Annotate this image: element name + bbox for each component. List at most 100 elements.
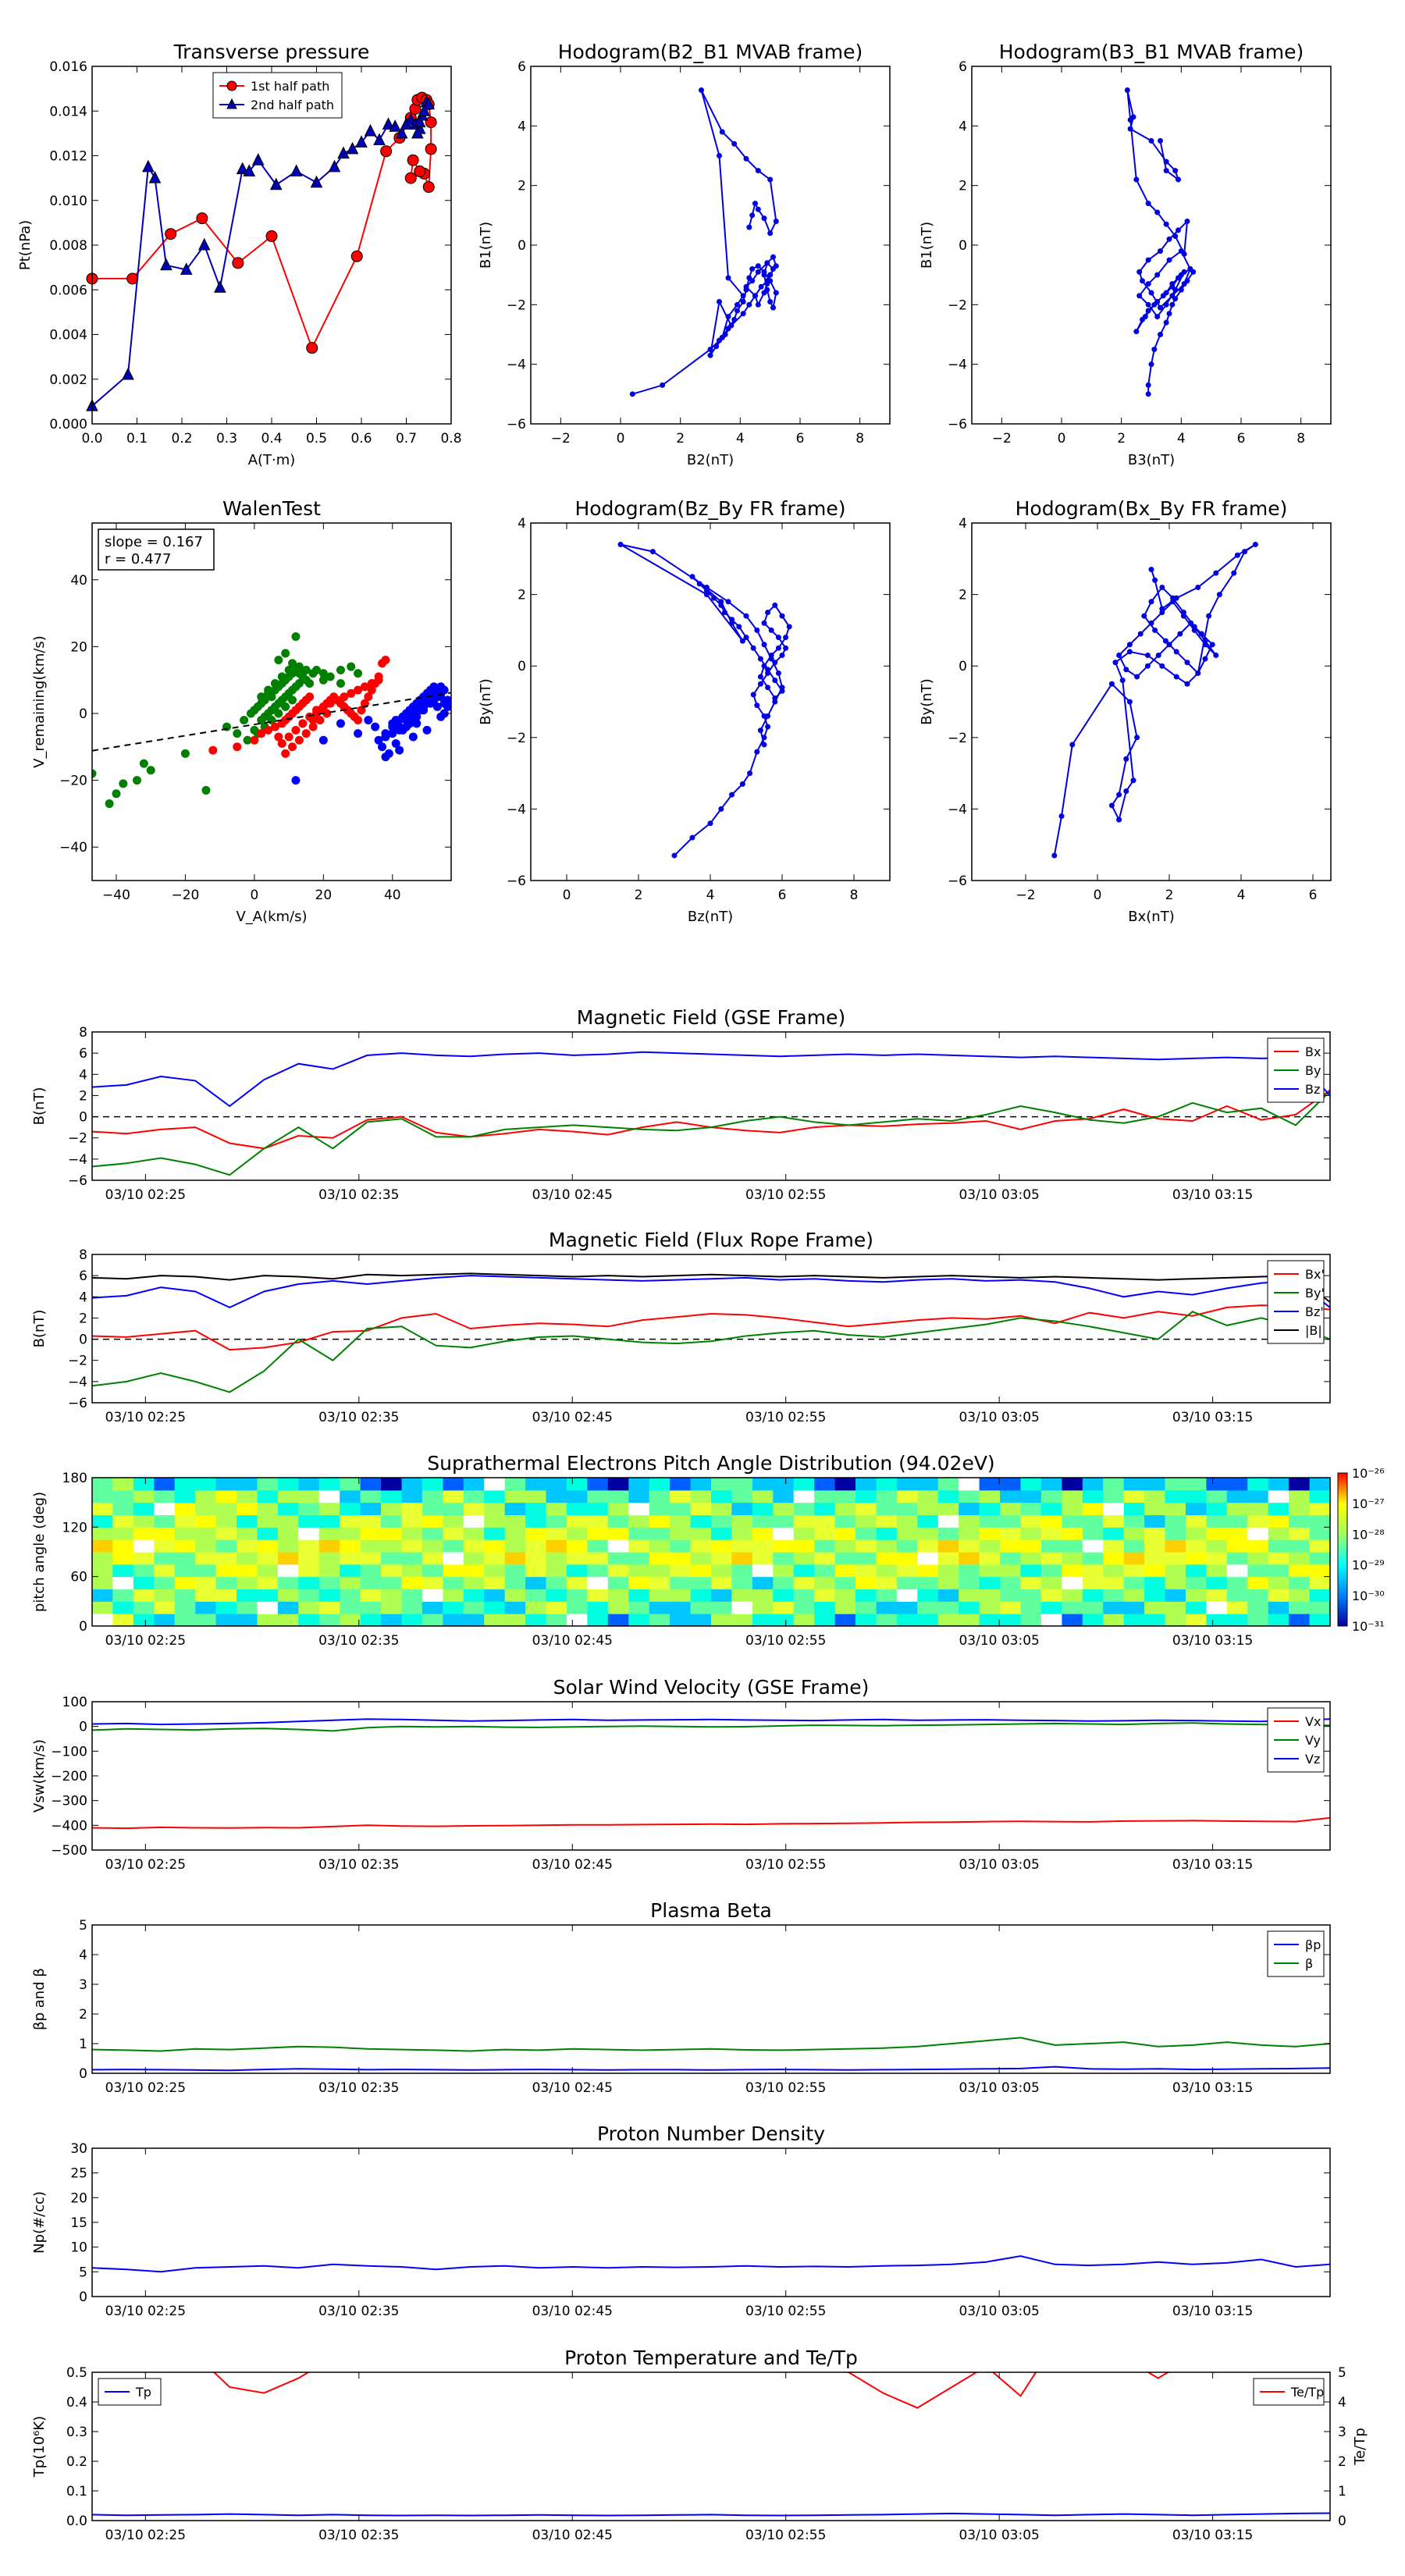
data-point [1142,314,1148,320]
data-point [1112,660,1119,666]
data-point [1140,278,1145,284]
heatmap-cell [649,1489,670,1503]
y-tick-label: −4 [68,1375,87,1390]
heatmap-cell [979,1564,1001,1578]
heatmap-cell [1103,1552,1125,1565]
heatmap-cell [422,1564,443,1578]
heatmap-cell [1123,1514,1145,1528]
heatmap-cell [1165,1478,1186,1491]
heatmap-cell [525,1589,547,1602]
heatmap-cell [340,1552,361,1565]
data-point [707,347,713,353]
y-tick-label: 0.002 [49,372,87,388]
y-tick-label: −6 [507,417,526,432]
data-point [1145,382,1151,388]
heatmap-cell [422,1576,443,1590]
heatmap-cell [1040,1527,1062,1540]
y-axis-label: Pt(nPa) [17,220,34,270]
data-point [354,729,363,738]
heatmap-cell [1289,1539,1311,1553]
data-point [306,342,318,354]
heatmap-cell [587,1502,609,1516]
x-tick-label: 03/10 02:55 [745,1633,826,1649]
heatmap-cell [1309,1539,1331,1553]
series-line [92,1718,1330,1726]
data-point [436,682,446,692]
data-point [1148,599,1154,605]
heatmap-cell [896,1614,918,1627]
heatmap-cell [1040,1478,1062,1491]
heatmap-cell [1062,1589,1083,1602]
heatmap-cell [1165,1539,1186,1553]
y-tick-label: 20 [70,2190,87,2206]
data-point [412,719,422,728]
y-tick-label: 0 [79,2290,87,2305]
heatmap-cell [670,1589,692,1602]
heatmap-cell [793,1527,815,1540]
data-point [284,732,293,742]
heatmap-cell [876,1489,898,1503]
data-point [251,153,265,165]
heatmap-cell [1144,1478,1166,1491]
heatmap-cell [401,1478,423,1491]
heatmap-cell [381,1502,403,1516]
y-tick-label: −6 [948,873,967,889]
y-tick-label: 20 [70,639,87,655]
heatmap-cell [298,1514,320,1528]
heatmap-cell [649,1527,670,1540]
heatmap-cell [463,1502,485,1516]
heatmap-cell [649,1478,670,1491]
heatmap-cell [112,1564,134,1578]
data-point [746,224,752,230]
heatmap-cell [628,1614,650,1627]
heatmap-cell [112,1502,134,1516]
heatmap-cell [855,1564,877,1578]
heatmap-cell [628,1527,650,1540]
x-tick-label: 03/10 02:55 [745,1410,826,1425]
heatmap-cell [1040,1539,1062,1553]
data-point [1195,670,1201,676]
heatmap-cell [670,1514,692,1528]
data-point [337,146,350,159]
panel-h_b2b1: Hodogram(B2_B1 MVAB frame) −6 −4 −2 0 2 4 6 −2 0 2… [478,41,891,468]
heatmap-cell [298,1589,320,1602]
heatmap-cell [793,1589,815,1602]
x-tick-label: 03/10 02:25 [105,2304,186,2319]
panel-walen: WalenTest −40 −20 0 20 40 −40 −20 0 20 40 V_remaini… [31,497,452,925]
heatmap-cell [628,1514,650,1528]
heatmap-cell [340,1527,361,1540]
heatmap-cell [1020,1589,1042,1602]
data-point [405,706,414,715]
heatmap-cell [112,1489,134,1503]
heatmap-cell [1206,1552,1228,1565]
heatmap-cell [298,1552,320,1565]
heatmap-cell [959,1614,980,1627]
plot-frame [91,2371,1331,2521]
heatmap-cell [174,1552,196,1565]
heatmap-cell [1062,1552,1083,1565]
heatmap-cell [876,1601,898,1614]
heatmap-cell [752,1576,774,1590]
x-tick-label: 03/10 02:55 [745,2304,826,2319]
y-tick-label: 0 [518,238,526,254]
heatmap-cell [834,1576,856,1590]
heatmap-cell [979,1502,1001,1516]
heatmap-cell [834,1589,856,1602]
heatmap-cell [731,1539,753,1553]
data-point [768,627,774,633]
data-point [298,719,308,728]
x-tick-label: 03/10 03:05 [959,2304,1039,2319]
heatmap-cell [649,1589,670,1602]
data-point [749,212,756,219]
series-line [92,2255,1330,2273]
data-point [1160,293,1166,299]
data-point [1155,652,1161,658]
heatmap-cell [360,1614,382,1627]
data-point [354,716,363,725]
data-point [139,759,148,768]
data-point [1166,257,1172,263]
y-axis-label: By(nT) [919,678,935,724]
heatmap-cell [257,1601,279,1614]
heatmap-cell [773,1539,795,1553]
